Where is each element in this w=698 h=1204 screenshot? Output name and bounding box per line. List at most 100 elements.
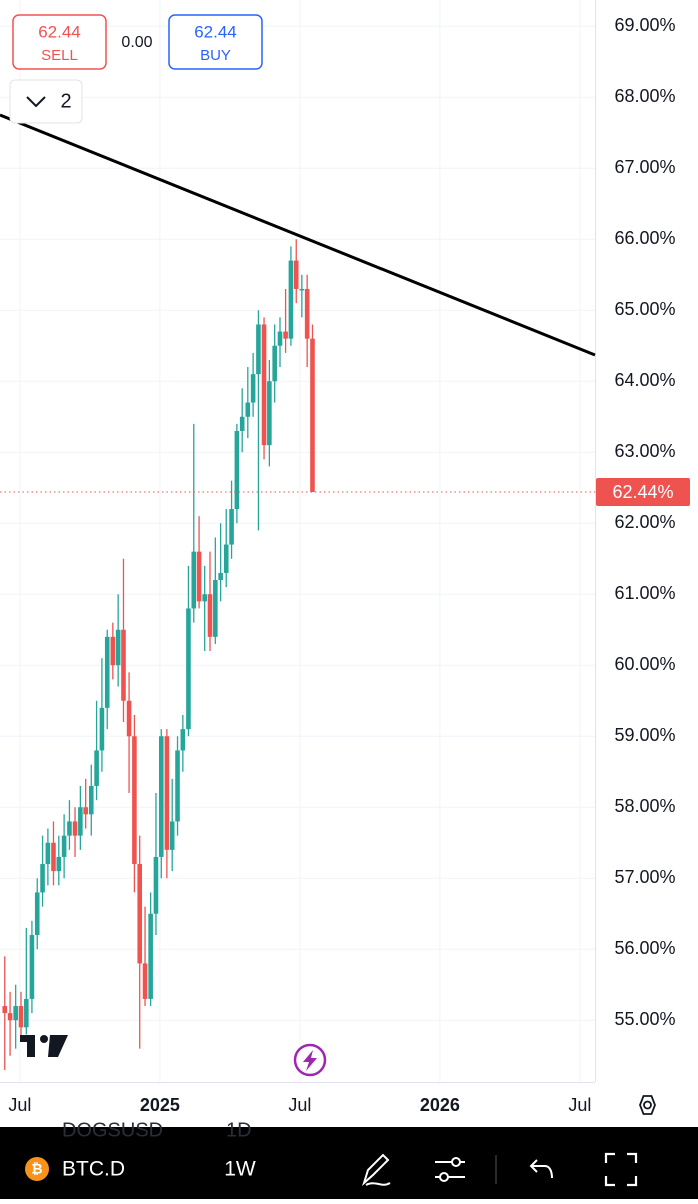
- buy-label: BUY: [200, 47, 231, 64]
- candle-body: [180, 729, 186, 751]
- y-tick-label: 69.00%: [614, 15, 675, 35]
- candle-body: [277, 331, 283, 346]
- candle-body: [142, 963, 148, 999]
- candle-body: [94, 750, 99, 786]
- y-tick-label: 61.00%: [614, 583, 675, 603]
- candle-body: [24, 998, 29, 1028]
- candle-body: [229, 509, 234, 545]
- candle-body: [288, 260, 294, 339]
- candle-body: [283, 331, 288, 339]
- sell-button[interactable]: 62.44 SELL: [12, 14, 107, 70]
- interval[interactable]: 1W: [224, 1158, 256, 1181]
- drawings-toggle[interactable]: 2: [9, 79, 83, 124]
- candle-body: [310, 338, 315, 493]
- candle-body: [137, 864, 143, 964]
- y-tick-label: 67.00%: [614, 157, 675, 177]
- candle-body: [13, 1006, 18, 1021]
- candle-body: [56, 856, 62, 872]
- x-tick-label: 2026: [420, 1095, 460, 1115]
- settings-button[interactable]: [639, 1095, 656, 1115]
- candle-body: [250, 374, 256, 403]
- grid: [0, 0, 595, 1082]
- buy-price: 62.44: [194, 22, 237, 41]
- candle-body: [207, 594, 213, 637]
- y-tick-label: 55.00%: [614, 1009, 675, 1029]
- candle-body: [293, 260, 299, 289]
- last-price-label: 62.44%: [612, 482, 673, 502]
- x-tick-label: Jul: [288, 1095, 311, 1115]
- candle-body: [29, 935, 35, 999]
- draw-tool-button[interactable]: [361, 1153, 391, 1187]
- y-tick-label: 60.00%: [614, 654, 675, 674]
- candle-body: [121, 629, 126, 701]
- candle-body: [267, 381, 272, 446]
- candle-body: [78, 807, 83, 836]
- y-tick-label: 63.00%: [614, 441, 675, 461]
- candle-body: [40, 864, 45, 893]
- candle-body: [169, 821, 175, 850]
- background-symbol: DOGSUSD: [62, 1119, 163, 1141]
- y-tick-label: 57.00%: [614, 867, 675, 887]
- lightning-button[interactable]: [293, 1043, 327, 1077]
- candle-body: [175, 750, 180, 822]
- y-tick-label: 59.00%: [614, 725, 675, 745]
- candle-body: [72, 821, 78, 836]
- candle-body: [18, 1006, 24, 1028]
- candle-body: [88, 785, 94, 815]
- symbol-button[interactable]: ₿ BTC.D: [25, 1157, 125, 1181]
- candle-body: [299, 288, 305, 291]
- candle-body: [256, 324, 261, 375]
- candle-body: [223, 544, 229, 573]
- x-tick-label: Jul: [568, 1095, 591, 1115]
- candle-body: [304, 288, 310, 339]
- y-tick-label: 65.00%: [614, 299, 675, 319]
- candle-body: [196, 551, 202, 602]
- symbol: BTC.D: [62, 1158, 125, 1181]
- candle-body: [126, 700, 132, 737]
- candle-body: [132, 736, 137, 865]
- candle-body: [104, 636, 110, 708]
- x-tick-label: Jul: [8, 1095, 31, 1115]
- indicators-button[interactable]: [435, 1157, 465, 1182]
- candle-body: [202, 594, 207, 602]
- buy-button[interactable]: 62.44 BUY: [168, 14, 263, 70]
- candle-body: [153, 856, 159, 914]
- chevron-icon: [26, 96, 46, 108]
- candle-body: [164, 736, 170, 850]
- candle-body: [272, 345, 277, 382]
- candle-body: [67, 821, 72, 836]
- background-interval: 1D: [226, 1119, 252, 1141]
- candle-body: [186, 608, 191, 730]
- candle-body: [218, 572, 223, 581]
- candle-body: [115, 629, 121, 666]
- y-tick-label: 64.00%: [614, 370, 675, 390]
- candle-body: [83, 807, 88, 815]
- candle-body: [7, 1013, 13, 1021]
- y-tick-label: 68.00%: [614, 86, 675, 106]
- last-price-badge: [596, 478, 690, 507]
- candles: [2, 239, 315, 1070]
- candle-body: [61, 835, 67, 857]
- x-tick-label: 2025: [140, 1095, 180, 1115]
- candle-body: [213, 580, 218, 637]
- candle-body: [2, 1006, 8, 1014]
- candle-body: [239, 416, 245, 431]
- fullscreen-button[interactable]: [604, 1152, 638, 1187]
- y-tick-label: 58.00%: [614, 796, 675, 816]
- candle-body: [234, 430, 240, 510]
- trendline: [0, 113, 596, 357]
- candle-body: [110, 636, 116, 666]
- spread: 0.00: [121, 34, 152, 51]
- undo-button[interactable]: [529, 1159, 553, 1179]
- drawing-count: 2: [60, 90, 71, 112]
- candle-body: [45, 842, 51, 865]
- y-tick-label: 56.00%: [614, 938, 675, 958]
- candle-body: [261, 324, 267, 446]
- toolbar: [0, 1127, 698, 1199]
- axes: 55.00% 56.00% 57.00% 58.00% 59.00% 60.00% 61.0…: [8, 15, 690, 1115]
- sell-price: 62.44: [38, 22, 81, 41]
- y-tick-label: 62.00%: [614, 512, 675, 532]
- bitcoin-icon: ₿: [31, 1161, 42, 1177]
